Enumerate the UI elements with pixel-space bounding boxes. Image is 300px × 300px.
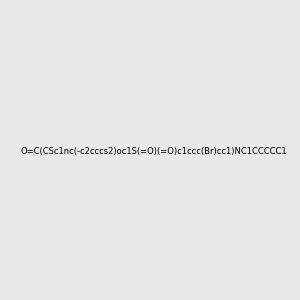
Text: O=C(CSc1nc(-c2cccs2)oc1S(=O)(=O)c1ccc(Br)cc1)NC1CCCCC1: O=C(CSc1nc(-c2cccs2)oc1S(=O)(=O)c1ccc(Br… [20, 147, 287, 156]
